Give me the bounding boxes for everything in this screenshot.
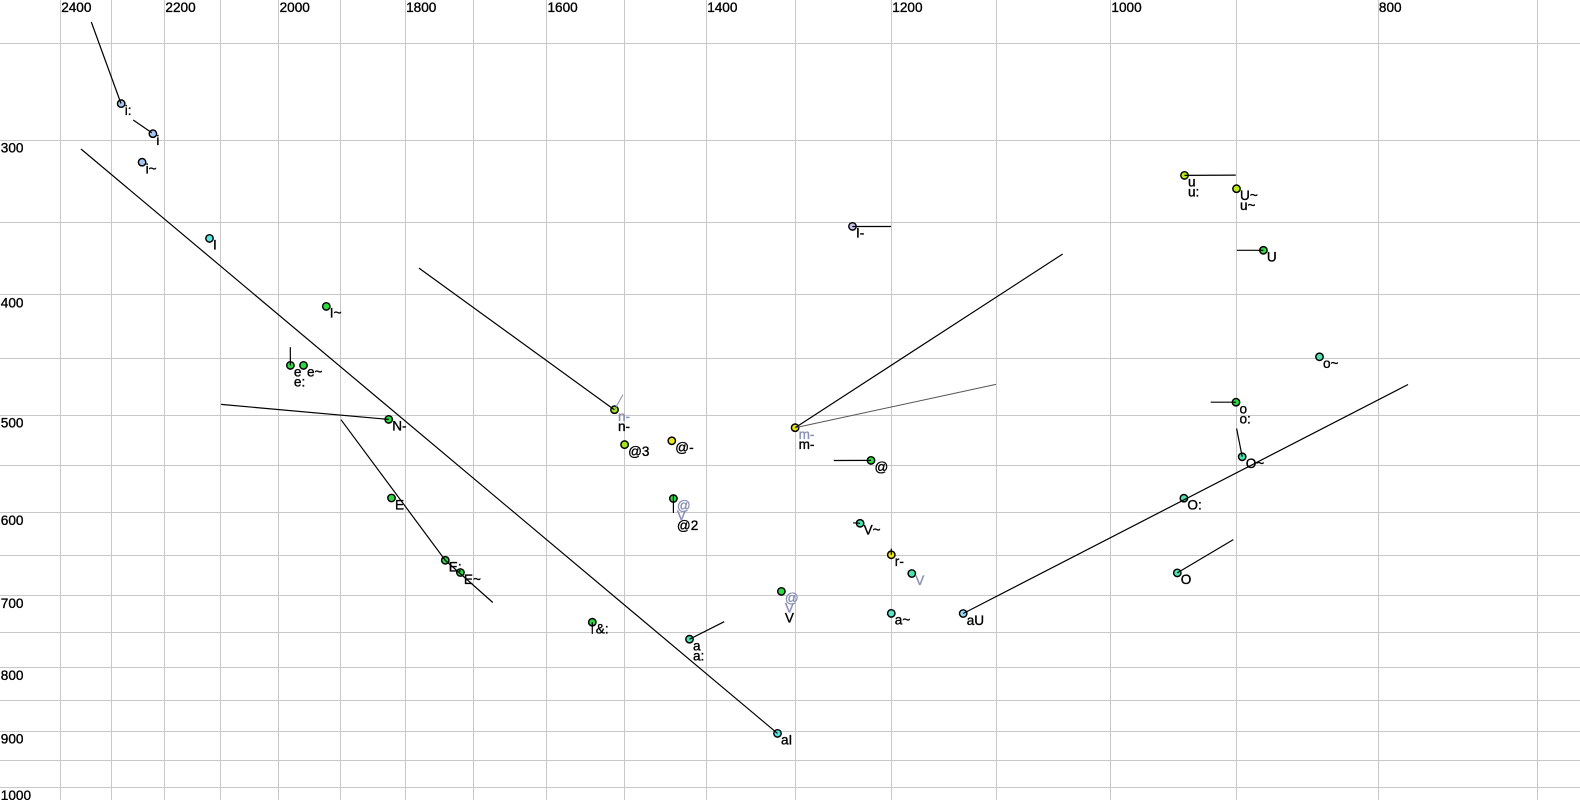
svg-text:aI: aI: [781, 733, 792, 748]
svg-text:@3: @3: [628, 444, 649, 459]
svg-text:U: U: [1267, 250, 1277, 265]
svg-text:V~: V~: [864, 523, 881, 538]
svg-text:900: 900: [1, 732, 24, 747]
svg-text:1000: 1000: [1, 788, 32, 800]
svg-text:a:: a:: [693, 649, 704, 664]
svg-text:V: V: [785, 601, 794, 616]
svg-text:500: 500: [1, 416, 24, 431]
svg-text:i:: i:: [125, 103, 132, 118]
svg-text:V: V: [915, 573, 924, 588]
svg-text:I-: I-: [856, 226, 864, 241]
svg-text:i~: i~: [146, 162, 157, 177]
svg-text:2400: 2400: [61, 0, 92, 15]
svg-text:I: I: [213, 238, 217, 253]
svg-text:300: 300: [1, 140, 24, 155]
svg-text:400: 400: [1, 295, 24, 310]
svg-text:@-: @-: [675, 440, 693, 455]
svg-text:N-: N-: [392, 419, 406, 434]
svg-text:@2: @2: [677, 518, 698, 533]
svg-text:m-: m-: [799, 427, 815, 442]
svg-text:800: 800: [1, 668, 24, 683]
svg-text:2000: 2000: [280, 0, 311, 15]
svg-text:aU: aU: [967, 613, 984, 628]
svg-text:600: 600: [1, 513, 24, 528]
svg-text:n-: n-: [618, 409, 630, 424]
svg-text:1000: 1000: [1111, 0, 1142, 15]
svg-text:r-: r-: [895, 554, 904, 569]
svg-text:V: V: [677, 508, 686, 523]
svg-text:700: 700: [1, 596, 24, 611]
svg-text:U~: U~: [1240, 188, 1258, 203]
svg-text:u~: u~: [1240, 198, 1256, 213]
svg-text:E: E: [395, 497, 404, 512]
svg-text:V: V: [785, 611, 794, 626]
svg-text:a: a: [693, 639, 701, 654]
svg-text:I~: I~: [330, 306, 342, 321]
svg-text:u: u: [1188, 175, 1196, 190]
svg-text:o: o: [1240, 402, 1248, 417]
svg-text:i: i: [156, 133, 159, 148]
svg-text:E:: E:: [449, 560, 462, 575]
svg-text:@: @: [875, 460, 889, 475]
svg-text:2200: 2200: [165, 0, 196, 15]
svg-text:1200: 1200: [892, 0, 923, 15]
svg-text:O: O: [1181, 572, 1192, 587]
svg-text:E~: E~: [464, 572, 481, 587]
svg-text:800: 800: [1379, 0, 1402, 15]
svg-text:e:: e:: [294, 375, 305, 390]
svg-text:1600: 1600: [548, 0, 579, 15]
svg-text:@: @: [785, 591, 799, 606]
svg-text:m-: m-: [799, 437, 815, 452]
svg-text:e: e: [294, 365, 302, 380]
svg-text:o~: o~: [1323, 356, 1339, 371]
svg-text:o:: o:: [1240, 412, 1251, 427]
svg-text:O~: O~: [1246, 456, 1265, 471]
svg-text:1400: 1400: [707, 0, 738, 15]
svg-text:a~: a~: [895, 613, 911, 628]
svg-text:n-: n-: [618, 419, 630, 434]
svg-text:u:: u:: [1188, 185, 1199, 200]
svg-text:1800: 1800: [406, 0, 437, 15]
svg-text:@: @: [677, 498, 691, 513]
svg-text:O:: O:: [1187, 498, 1201, 513]
svg-text:e~: e~: [307, 365, 323, 380]
svg-text:&:: &:: [596, 622, 609, 637]
